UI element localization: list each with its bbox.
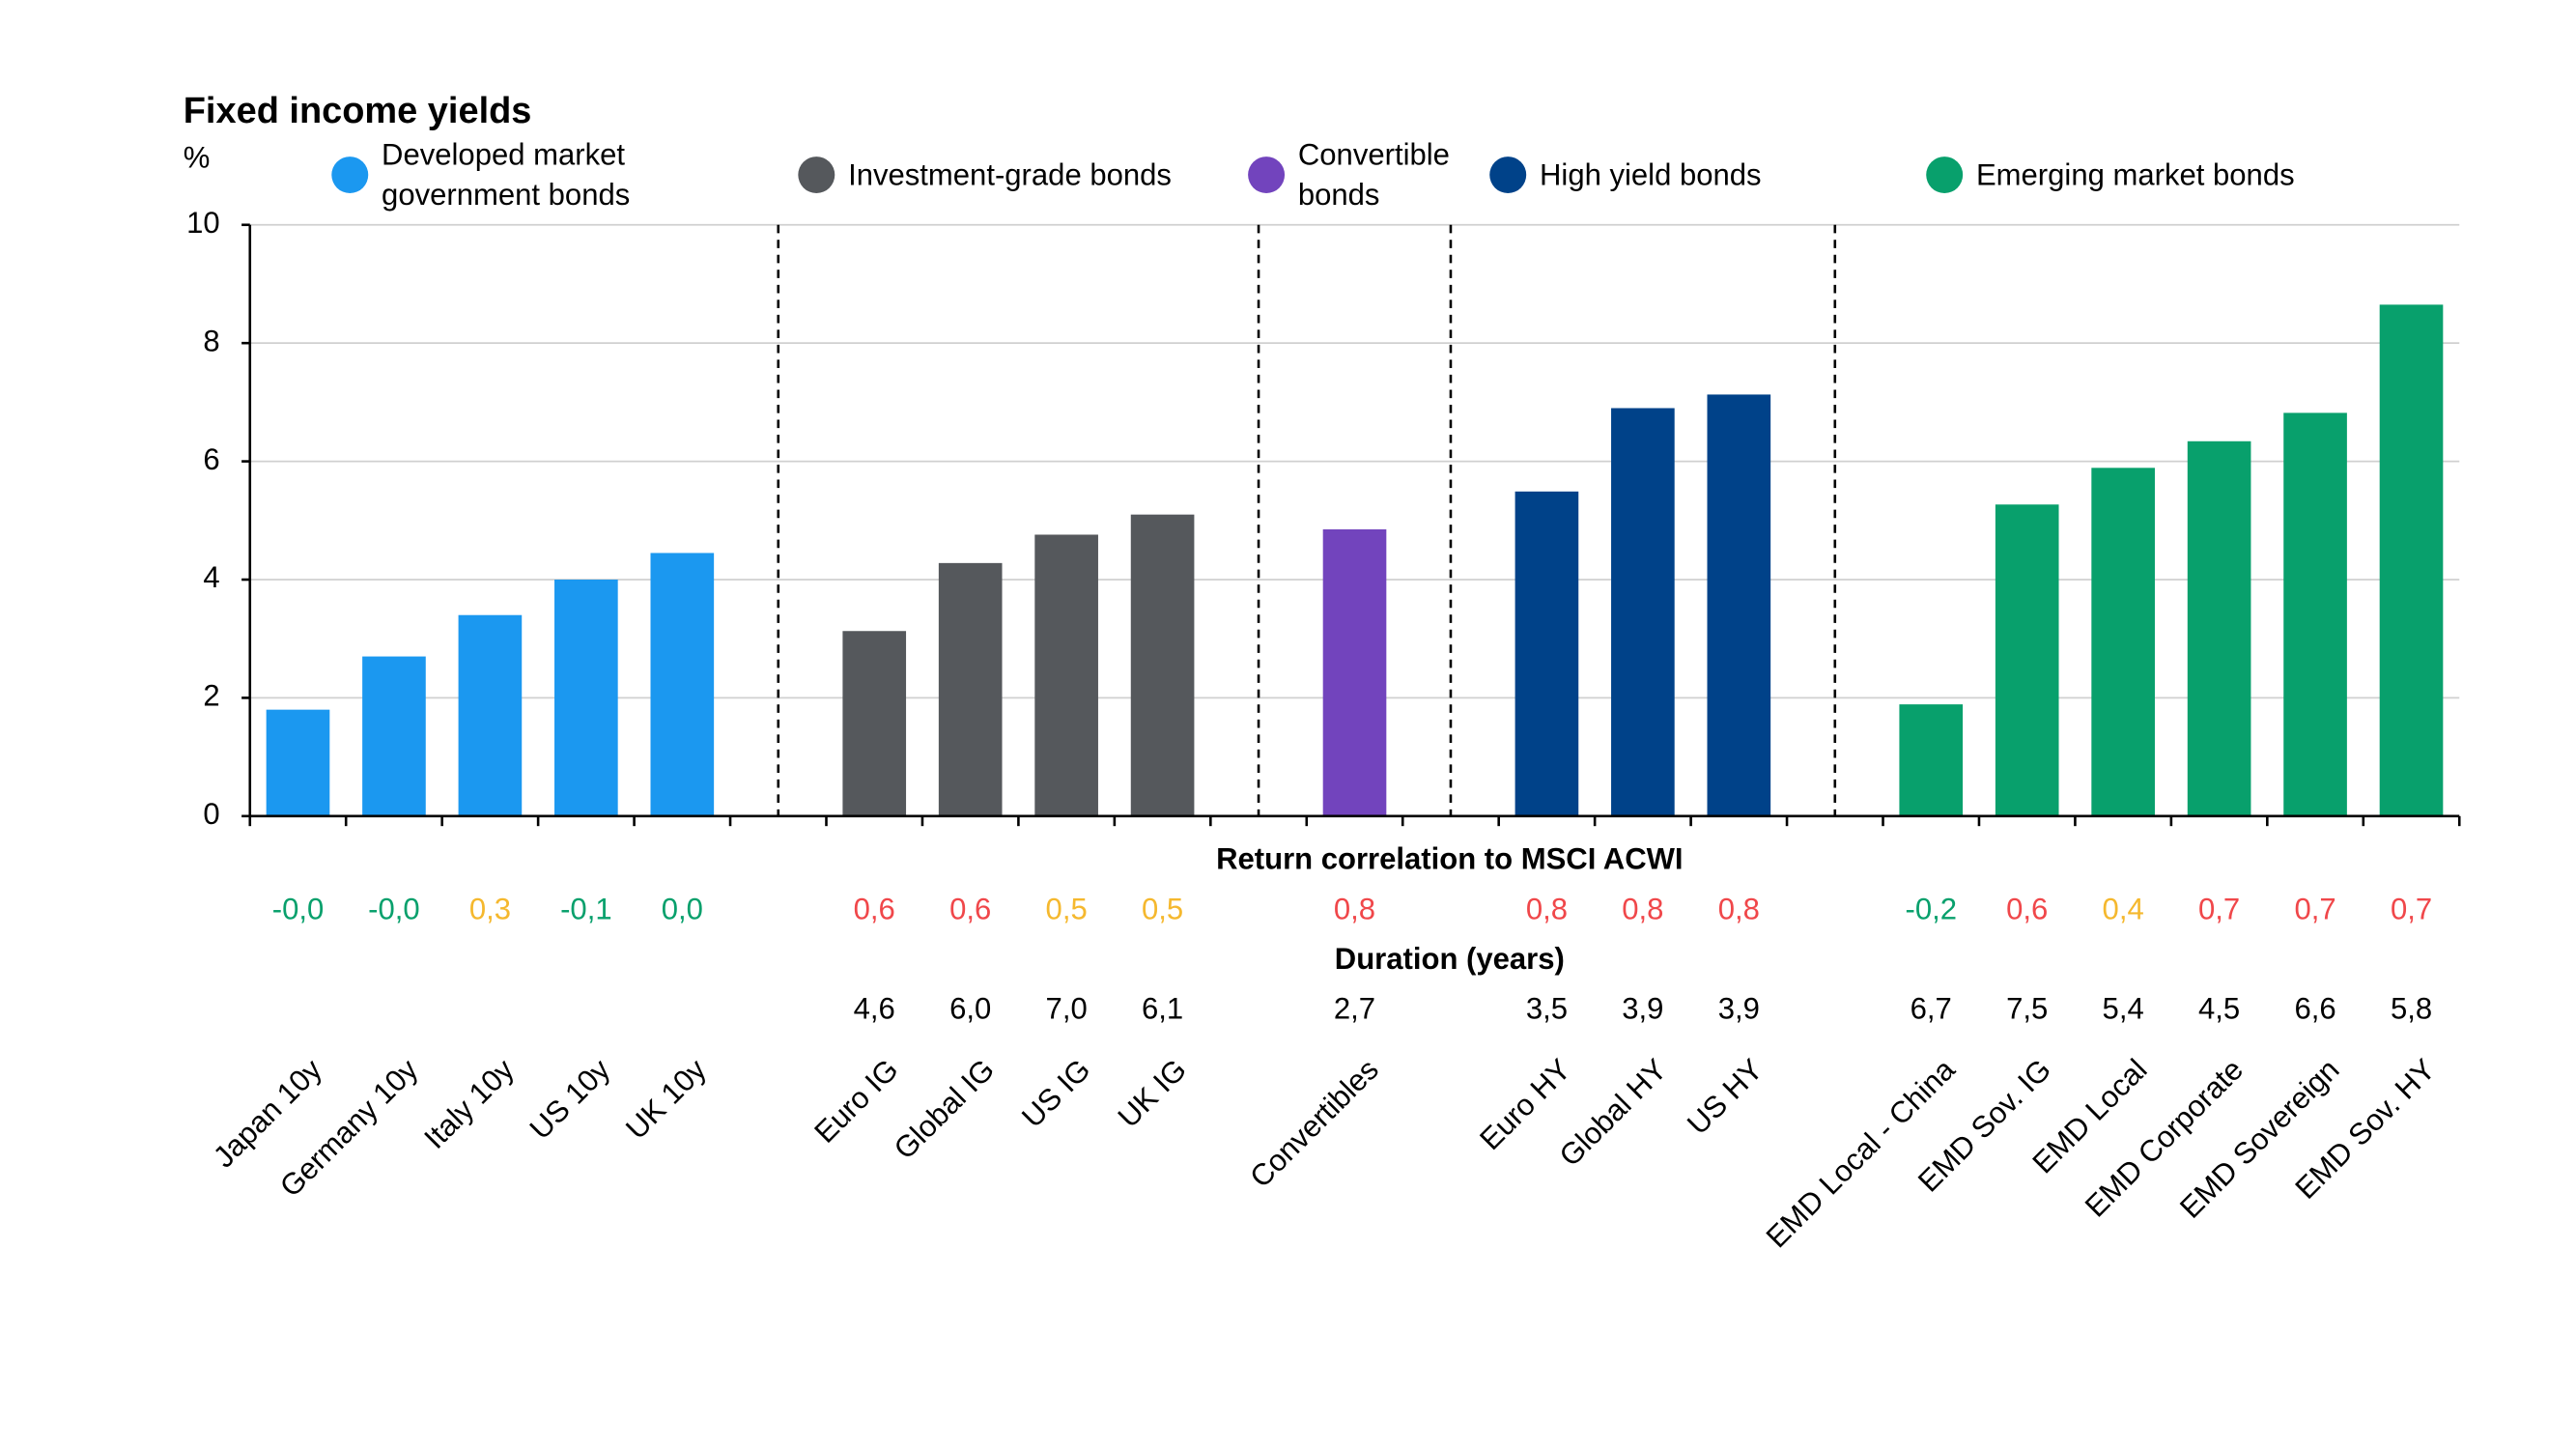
- duration-label: 7,0: [1046, 992, 1088, 1026]
- correlation-label: -0,0: [272, 892, 324, 925]
- x-tick-label: US IG: [1015, 1052, 1097, 1133]
- duration-label: 4,6: [854, 992, 895, 1026]
- duration-label: 6,0: [949, 992, 991, 1026]
- x-tick-label: UK 10y: [619, 1052, 713, 1146]
- bar: [842, 631, 907, 816]
- legend-marker: [1248, 156, 1286, 193]
- bar: [1995, 504, 2059, 816]
- legend-entry: Investment-grade bonds: [848, 157, 1172, 192]
- bar: [650, 553, 715, 816]
- bar: [554, 580, 618, 816]
- correlation-label: 0,8: [1334, 892, 1375, 925]
- bar: [266, 709, 330, 816]
- x-tick-label: Global IG: [888, 1052, 1001, 1165]
- correlation-label: 0,7: [2391, 892, 2432, 925]
- legend-label: Emerging market bonds: [1975, 157, 2295, 192]
- bar: [1130, 514, 1195, 816]
- correlation-label: 0,5: [1046, 892, 1088, 925]
- bar: [938, 562, 1003, 816]
- correlation-label: 0,6: [949, 892, 991, 925]
- legend-entry: Convertible bonds: [1297, 138, 1450, 212]
- bar: [1611, 408, 1675, 816]
- legend-marker: [798, 156, 835, 193]
- duration-label: 6,1: [1142, 992, 1183, 1026]
- bar: [1899, 704, 1964, 816]
- legend-entry: Developed market government bonds: [382, 138, 631, 212]
- duration-label: 4,5: [2198, 992, 2240, 1026]
- chart-title: Fixed income yields: [184, 91, 532, 131]
- y-tick-label: 0: [203, 797, 219, 831]
- correlation-label: -0,2: [1905, 892, 1956, 925]
- bar: [362, 656, 426, 816]
- y-tick-label: 10: [186, 206, 220, 240]
- x-tick-label: Euro IG: [807, 1052, 904, 1149]
- correlation-label: 0,8: [1526, 892, 1568, 925]
- x-tick-label: UK IG: [1112, 1052, 1194, 1133]
- correlation-label: 0,8: [1718, 892, 1760, 925]
- y-tick-label: 4: [203, 560, 219, 594]
- correlation-label: 0,8: [1622, 892, 1663, 925]
- duration-label: 6,7: [1911, 992, 1952, 1026]
- correlation-label: 0,3: [469, 892, 511, 925]
- bar: [2379, 304, 2444, 816]
- duration-label: 5,8: [2391, 992, 2432, 1026]
- legend-marker: [1489, 156, 1527, 193]
- duration-label: 3,5: [1526, 992, 1568, 1026]
- bar: [2283, 412, 2347, 816]
- y-tick-label: 6: [203, 442, 219, 476]
- y-axis-label: %: [184, 141, 211, 175]
- bar: [2187, 440, 2251, 816]
- legend-label: Investment-grade bonds: [848, 157, 1172, 192]
- correlation-label: 0,5: [1142, 892, 1183, 925]
- correlation-label: 0,7: [2294, 892, 2335, 925]
- correlation-label: 0,6: [854, 892, 895, 925]
- correlation-label: 0,6: [2006, 892, 2048, 925]
- correlation-label: 0,0: [662, 892, 703, 925]
- correlation-label: -0,1: [560, 892, 611, 925]
- duration-label: 2,7: [1334, 992, 1375, 1026]
- legend-entry: High yield bonds: [1539, 157, 1762, 192]
- x-tick-label: US 10y: [524, 1052, 617, 1146]
- bar: [1034, 534, 1098, 816]
- x-tick-label: US HY: [1681, 1052, 1769, 1141]
- correlation-title: Return correlation to MSCI ACWI: [1216, 842, 1683, 876]
- duration-title: Duration (years): [1335, 942, 1565, 976]
- bar: [1707, 394, 1771, 816]
- x-tick-label: Convertibles: [1243, 1052, 1385, 1194]
- legend-marker: [1926, 156, 1964, 193]
- legend-label: Convertible bonds: [1297, 138, 1450, 212]
- legend-label: High yield bonds: [1539, 157, 1762, 192]
- duration-label: 6,6: [2294, 992, 2335, 1026]
- bar: [2091, 468, 2155, 816]
- legend-label: Developed market government bonds: [382, 138, 631, 212]
- y-tick-label: 2: [203, 679, 219, 713]
- x-tick-label: Italy 10y: [417, 1052, 521, 1155]
- bar: [1322, 528, 1387, 816]
- bar: [458, 614, 523, 816]
- duration-label: 7,5: [2006, 992, 2048, 1026]
- duration-label: 3,9: [1622, 992, 1663, 1026]
- correlation-label: -0,0: [368, 892, 419, 925]
- duration-label: 5,4: [2103, 992, 2144, 1026]
- bar: [1514, 491, 1579, 816]
- correlation-label: 0,4: [2103, 892, 2144, 925]
- legend-marker: [331, 156, 369, 193]
- legend-entry: Emerging market bonds: [1975, 157, 2295, 192]
- correlation-label: 0,7: [2198, 892, 2240, 925]
- y-tick-label: 8: [203, 324, 219, 357]
- duration-label: 3,9: [1718, 992, 1760, 1026]
